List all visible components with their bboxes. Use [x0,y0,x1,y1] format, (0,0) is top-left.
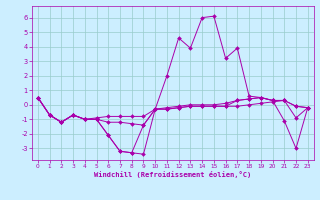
X-axis label: Windchill (Refroidissement éolien,°C): Windchill (Refroidissement éolien,°C) [94,171,252,178]
